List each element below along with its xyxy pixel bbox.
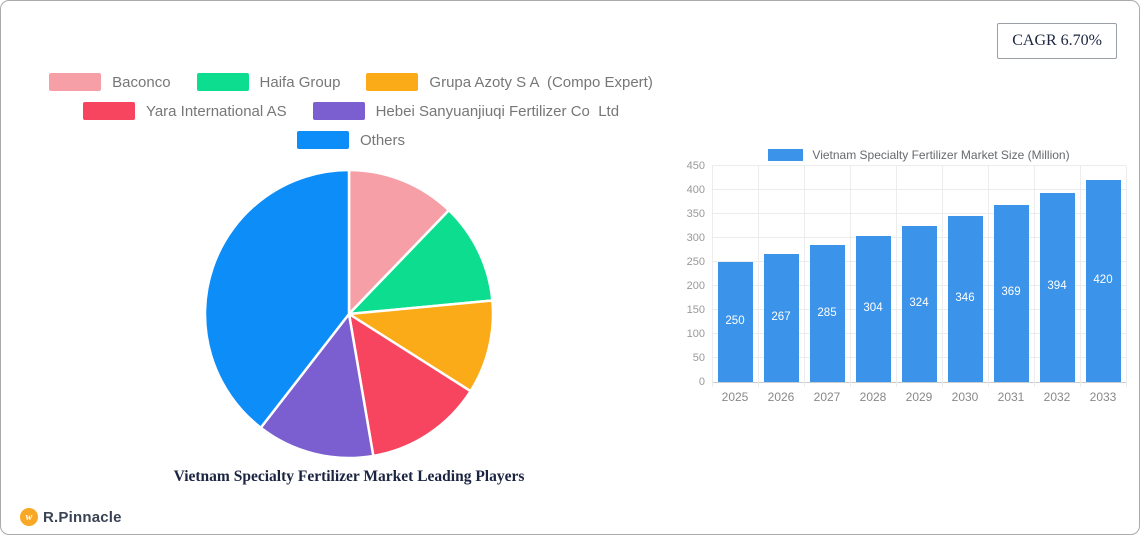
bar-2025[interactable]: 250 [717,262,753,382]
legend-label: Baconco [112,73,171,91]
y-axis-tick-label: 250 [686,256,705,268]
legend-swatch-icon [296,131,349,149]
y-axis-tick-label: 450 [686,160,705,172]
pie-chart-title: Vietnam Specialty Fertilizer Market Lead… [173,468,525,485]
bar-2031[interactable]: 369 [993,204,1029,382]
pie-legend: Baconco Haifa Group Grupa Azoty S A (Compo… [1,73,701,160]
pie-slice[interactable] [347,209,494,316]
y-axis-tick-label: 300 [686,232,705,244]
brand-name: R.Pinnacle [43,508,122,526]
x-axis-tick-label: 2029 [905,390,933,404]
gridline-vertical [850,166,851,387]
pie-slice[interactable] [259,312,375,460]
pie-legend-row: Yara International AS Hebei Sanyuanjiuqi … [1,102,701,120]
pie-slice[interactable] [347,312,472,458]
bar-value-label: 285 [817,306,837,319]
legend-label: Others [359,131,405,149]
bar-2030[interactable]: 346 [947,215,983,382]
y-axis-tick-label: 50 [692,352,705,364]
pie-chart [203,168,495,460]
x-axis-tick-label: 2032 [1043,390,1071,404]
legend-item[interactable]: Haifa Group [196,73,341,91]
bar-2027[interactable]: 285 [809,245,845,382]
bar-value-label: 304 [863,302,883,315]
gridline-vertical [758,166,759,387]
legend-label: Grupa Azoty S A (Compo Expert) [429,73,653,91]
brand-logo: w R.Pinnacle [20,508,122,526]
legend-label: Hebei Sanyuanjiuqi Fertilizer Co Ltd [375,102,620,120]
y-axis-tick-label: 150 [686,304,705,316]
pie-slice[interactable] [203,168,351,430]
pinnacle-logo-icon: w [20,508,38,526]
y-axis-tick-label: 350 [686,208,705,220]
bar-2033[interactable]: 420 [1085,180,1121,382]
x-axis-tick-label: 2031 [997,390,1025,404]
bar-chart-legend[interactable]: Vietnam Specialty Fertilizer Market Size… [712,148,1126,162]
x-axis-tick-label: 2028 [859,390,887,404]
y-axis-tick-label: 100 [686,328,705,340]
bar-value-label: 324 [909,297,929,310]
gridline-vertical [712,166,713,387]
bar-legend-label: Vietnam Specialty Fertilizer Market Size… [812,148,1070,162]
legend-item[interactable]: Baconco [49,73,171,91]
legend-item[interactable]: Yara International AS [82,102,287,120]
legend-swatch-icon [312,102,365,120]
bar-value-label: 369 [1001,286,1021,299]
gridline-vertical [942,166,943,387]
pie-legend-row: Baconco Haifa Group Grupa Azoty S A (Compo… [1,73,701,91]
x-axis-tick-label: 2027 [813,390,841,404]
legend-swatch-icon [49,73,102,91]
legend-swatch-icon [82,102,135,120]
legend-swatch-icon [196,73,249,91]
legend-label: Yara International AS [145,102,287,120]
bar-chart-plot: 250 267 285 304 324 346 369 394 420 [712,165,1127,387]
bar-2029[interactable]: 324 [901,226,937,382]
gridline-vertical [1080,166,1081,387]
gridline-vertical [804,166,805,387]
gridline-vertical [988,166,989,387]
gridline-vertical [1034,166,1035,387]
legend-item[interactable]: Grupa Azoty S A (Compo Expert) [366,73,653,91]
legend-label: Haifa Group [259,73,341,91]
bar-2032[interactable]: 394 [1039,192,1075,382]
bar-2026[interactable]: 267 [763,253,799,382]
bar-value-label: 267 [771,310,791,323]
gridline-vertical [1126,166,1127,387]
legend-item[interactable]: Hebei Sanyuanjiuqi Fertilizer Co Ltd [312,102,620,120]
y-axis-tick-label: 0 [698,376,705,388]
gridline-horizontal [712,165,1126,166]
cagr-badge: CAGR 6.70% [997,23,1117,59]
bar-value-label: 420 [1093,274,1113,287]
pie-slice[interactable] [347,168,451,316]
x-axis-tick-label: 2033 [1089,390,1117,404]
gridline-horizontal [712,213,1126,214]
x-axis-tick-label: 2025 [721,390,749,404]
bar-legend-swatch-icon [768,149,804,161]
y-axis-tick-label: 200 [686,280,705,292]
legend-swatch-icon [366,73,419,91]
gridline-vertical [896,166,897,387]
gridline-horizontal [712,189,1126,190]
bar-value-label: 346 [955,291,975,304]
pie-slice[interactable] [347,299,495,393]
pie-legend-row: Others [1,131,701,149]
legend-item[interactable]: Others [296,131,405,149]
bar-value-label: 250 [725,315,745,327]
gridline-horizontal [712,382,1126,383]
x-axis-tick-label: 2030 [951,390,979,404]
bar-2028[interactable]: 304 [855,236,891,382]
bar-value-label: 394 [1047,280,1067,293]
y-axis-tick-label: 400 [686,184,705,196]
x-axis-tick-label: 2026 [767,390,795,404]
